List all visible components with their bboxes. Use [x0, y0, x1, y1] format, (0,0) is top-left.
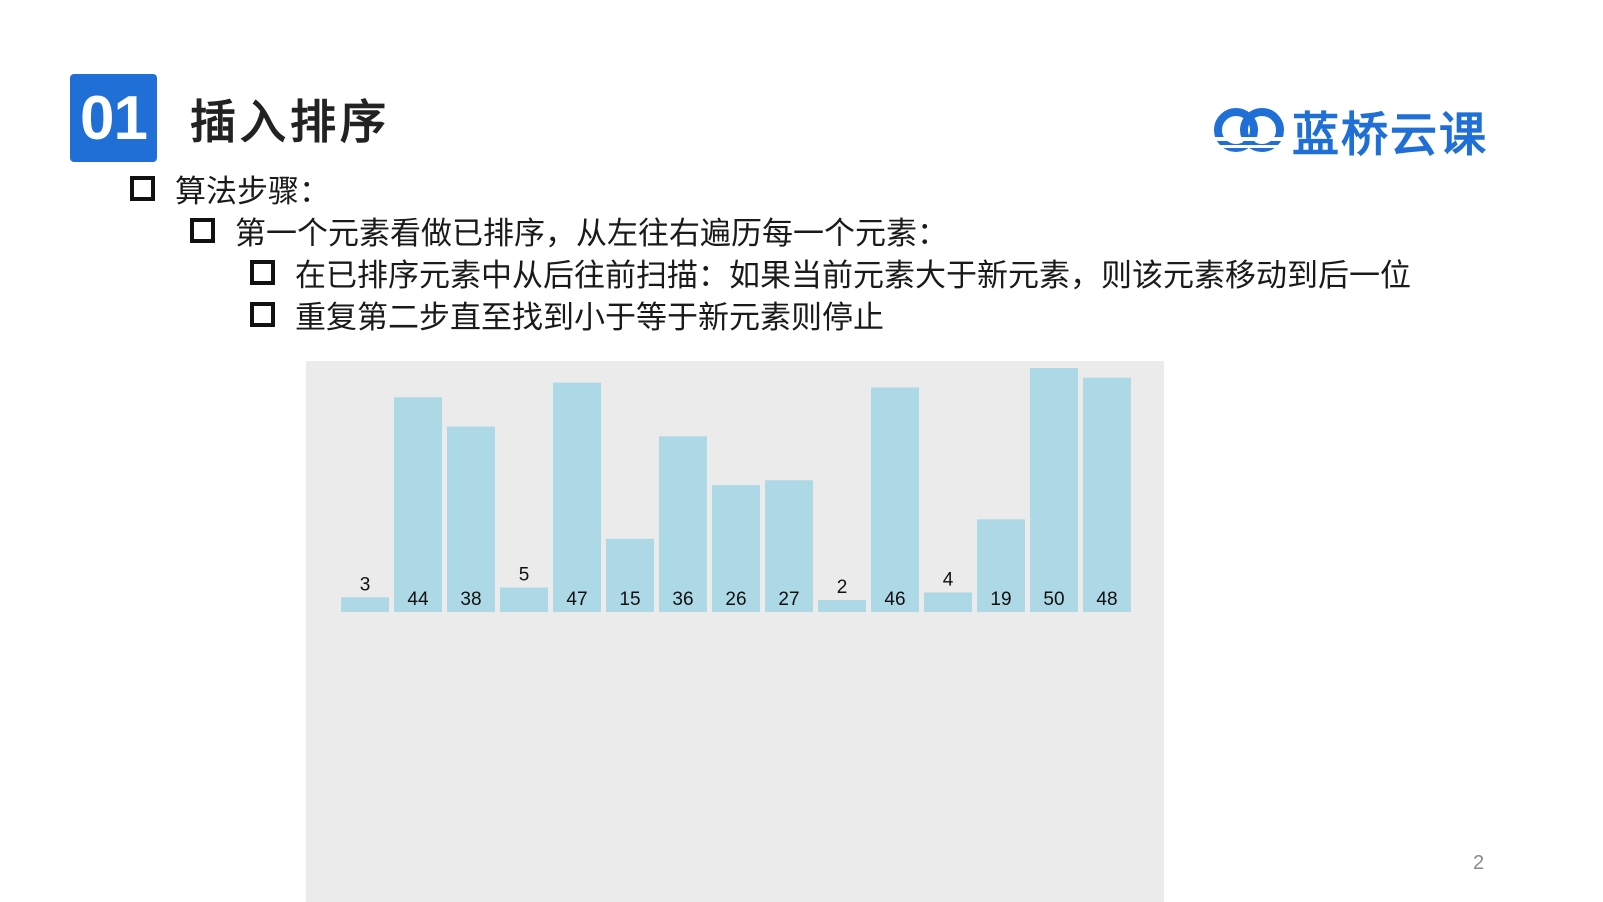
bar-3 — [500, 587, 548, 612]
bar-13 — [1030, 368, 1078, 612]
bullet-step-3: 重复第二步直至找到小于等于新元素则停止 — [250, 292, 884, 337]
bar-7 — [712, 485, 760, 612]
brand-logo-text: 蓝桥云课 — [1292, 107, 1488, 163]
brand-logo-icon — [1212, 108, 1286, 152]
bar-label-6: 36 — [672, 589, 693, 610]
square-bullet-icon — [130, 176, 155, 201]
square-bullet-icon — [250, 260, 275, 285]
page-number: 2 — [1473, 852, 1485, 874]
bar-label-14: 48 — [1096, 589, 1117, 610]
bar-0 — [341, 597, 389, 612]
bullet-text: 第一个元素看做已排序，从左往右遍历每一个元素： — [235, 216, 948, 252]
bullet-text: 重复第二步直至找到小于等于新元素则停止 — [295, 300, 884, 336]
bar-8 — [765, 480, 813, 612]
bullet-step-1: 第一个元素看做已排序，从左往右遍历每一个元素： — [190, 208, 948, 253]
bar-label-7: 26 — [725, 589, 746, 610]
bullet-algorithm-steps: 算法步骤： — [130, 166, 330, 211]
bar-10 — [871, 387, 919, 612]
bullet-text: 算法步骤： — [175, 174, 330, 210]
bar-label-2: 38 — [460, 589, 481, 610]
bar-11 — [924, 592, 972, 612]
brand-logo: 蓝桥云课 — [1212, 100, 1488, 163]
bar-4 — [553, 382, 601, 612]
slide-title: 插入排序 — [190, 95, 390, 149]
bar-2 — [447, 426, 495, 612]
bar-5 — [606, 538, 654, 612]
bullet-text: 在已排序元素中从后往前扫描：如果当前元素大于新元素，则该元素移动到后一位 — [295, 258, 1411, 294]
bar-label-13: 50 — [1043, 589, 1064, 610]
bar-label-0: 3 — [360, 574, 371, 595]
bar-chart: 3 44 38 5 47 15 36 26 27 2 46 4 19 50 48 — [341, 368, 1131, 612]
bar-1 — [394, 397, 442, 612]
bullet-step-2: 在已排序元素中从后往前扫描：如果当前元素大于新元素，则该元素移动到后一位 — [250, 250, 1411, 295]
bar-label-9: 2 — [837, 577, 848, 598]
bar-9 — [818, 600, 866, 612]
bar-label-11: 4 — [943, 569, 954, 590]
bar-label-4: 47 — [566, 589, 587, 610]
square-bullet-icon — [250, 302, 275, 327]
bar-label-12: 19 — [990, 589, 1011, 610]
square-bullet-icon — [190, 218, 215, 243]
bar-6 — [659, 436, 707, 612]
bar-label-1: 44 — [407, 589, 429, 610]
section-number-badge: 01 — [70, 74, 157, 162]
bar-12 — [977, 519, 1025, 612]
bar-14 — [1083, 377, 1131, 612]
bar-label-10: 46 — [884, 589, 905, 610]
bar-label-3: 5 — [519, 565, 530, 586]
sorting-visualization: 3 44 38 5 47 15 36 26 27 2 46 4 19 50 48 — [306, 361, 1164, 902]
bar-label-8: 27 — [778, 589, 799, 610]
bar-label-5: 15 — [619, 589, 640, 610]
